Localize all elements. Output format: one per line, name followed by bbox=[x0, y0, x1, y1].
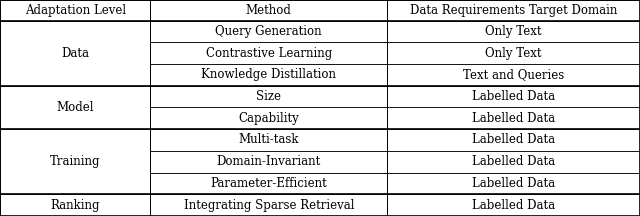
Bar bbox=[0, 129, 150, 194]
Bar bbox=[150, 151, 387, 173]
Text: Labelled Data: Labelled Data bbox=[472, 199, 555, 212]
Text: Labelled Data: Labelled Data bbox=[472, 90, 555, 103]
Text: Data: Data bbox=[61, 47, 89, 60]
Bar bbox=[387, 42, 640, 64]
Bar bbox=[150, 0, 387, 21]
Text: Domain-Invariant: Domain-Invariant bbox=[217, 155, 321, 168]
Bar bbox=[387, 64, 640, 86]
Bar bbox=[387, 107, 640, 129]
Bar bbox=[387, 194, 640, 216]
Bar bbox=[387, 129, 640, 151]
Text: Text and Queries: Text and Queries bbox=[463, 68, 564, 81]
Text: Training: Training bbox=[50, 155, 100, 168]
Text: Labelled Data: Labelled Data bbox=[472, 112, 555, 125]
Bar bbox=[150, 86, 387, 107]
Text: Capability: Capability bbox=[239, 112, 299, 125]
Text: Method: Method bbox=[246, 4, 292, 17]
Bar bbox=[150, 107, 387, 129]
Text: Labelled Data: Labelled Data bbox=[472, 155, 555, 168]
Bar bbox=[0, 86, 150, 129]
Text: Only Text: Only Text bbox=[485, 47, 542, 60]
Text: Data Requirements Target Domain: Data Requirements Target Domain bbox=[410, 4, 618, 17]
Bar bbox=[387, 86, 640, 107]
Text: Adaptation Level: Adaptation Level bbox=[24, 4, 126, 17]
Bar bbox=[0, 21, 150, 86]
Text: Labelled Data: Labelled Data bbox=[472, 133, 555, 146]
Text: Integrating Sparse Retrieval: Integrating Sparse Retrieval bbox=[184, 199, 354, 212]
Text: Multi-task: Multi-task bbox=[239, 133, 299, 146]
Bar bbox=[387, 21, 640, 42]
Text: Contrastive Learning: Contrastive Learning bbox=[205, 47, 332, 60]
Text: Knowledge Distillation: Knowledge Distillation bbox=[202, 68, 336, 81]
Bar bbox=[150, 42, 387, 64]
Text: Only Text: Only Text bbox=[485, 25, 542, 38]
Bar bbox=[0, 194, 150, 216]
Text: Model: Model bbox=[56, 101, 94, 114]
Bar bbox=[150, 194, 387, 216]
Text: Query Generation: Query Generation bbox=[216, 25, 322, 38]
Bar bbox=[150, 64, 387, 86]
Bar bbox=[150, 129, 387, 151]
Bar bbox=[387, 0, 640, 21]
Bar bbox=[387, 151, 640, 173]
Bar bbox=[387, 173, 640, 194]
Bar bbox=[150, 21, 387, 42]
Text: Size: Size bbox=[256, 90, 282, 103]
Text: Labelled Data: Labelled Data bbox=[472, 177, 555, 190]
Text: Parameter-Efficient: Parameter-Efficient bbox=[211, 177, 327, 190]
Text: Ranking: Ranking bbox=[51, 199, 100, 212]
Bar bbox=[150, 173, 387, 194]
Bar bbox=[0, 0, 150, 21]
